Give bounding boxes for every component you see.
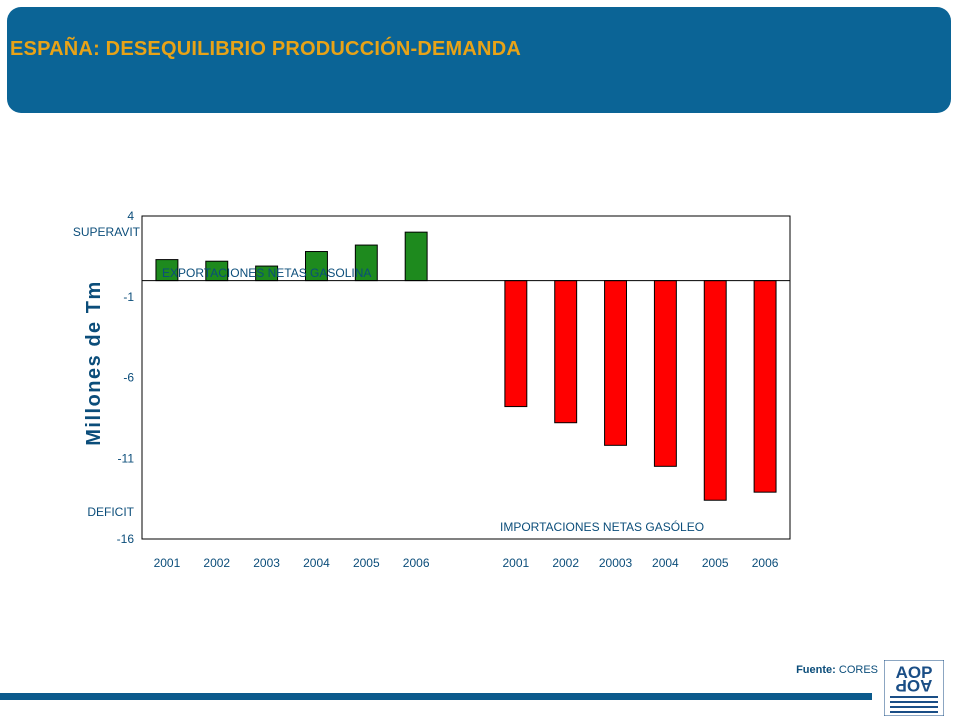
import-bar-20003 [604,280,628,446]
export-bar-2006 [404,231,428,282]
x-tick-label: 2003 [253,556,280,570]
import-bar-2004 [653,280,677,467]
logo-text: AOP [896,663,933,682]
superavit-label: SUPERAVIT [73,225,141,239]
y-tick-label: -1 [123,290,134,304]
x-tick-label: 2002 [203,556,230,570]
import-bar-2002 [554,280,578,424]
source-value: CORES [838,664,878,676]
header-band [7,7,951,113]
aop-logo-icon: AOP AOP [884,660,944,716]
import-bar-2001 [504,280,528,408]
annotation-exportaciones: EXPORTACIONES NETAS GASOLINA [162,266,371,280]
x-tick-label: 2004 [652,556,679,570]
source-label: Fuente: [796,664,836,676]
x-tick-label: 2005 [702,556,729,570]
y-tick-label: 4 [127,209,134,223]
x-tick-label: 2006 [403,556,430,570]
x-tick-label: 2005 [353,556,380,570]
import-bar-2005 [703,280,727,501]
y-tick-label: -6 [123,371,134,385]
import-bar-2006 [753,280,777,493]
x-tick-label: 2001 [154,556,181,570]
svg-text:AOP: AOP [896,676,933,695]
y-axis-label: Millones de Tm [83,280,105,445]
x-tick-label: 20003 [599,556,633,570]
y-tick-label: -11 [118,451,135,465]
slide-title: ESPAÑA: DESEQUILIBRIO PRODUCCIÓN-DEMANDA [10,38,521,60]
footer-line [0,693,872,700]
x-tick-label: 2002 [552,556,579,570]
deficit-label: DEFICIT [87,505,134,519]
annotation-importaciones: IMPORTACIONES NETAS GASÓLEO [500,519,704,534]
y-tick-label: -16 [117,532,135,546]
x-tick-label: 2004 [303,556,330,570]
plot-area-frame [141,215,791,540]
x-tick-label: 2001 [502,556,529,570]
source-note: Fuente: CORES [796,664,878,676]
x-tick-label: 2006 [752,556,779,570]
